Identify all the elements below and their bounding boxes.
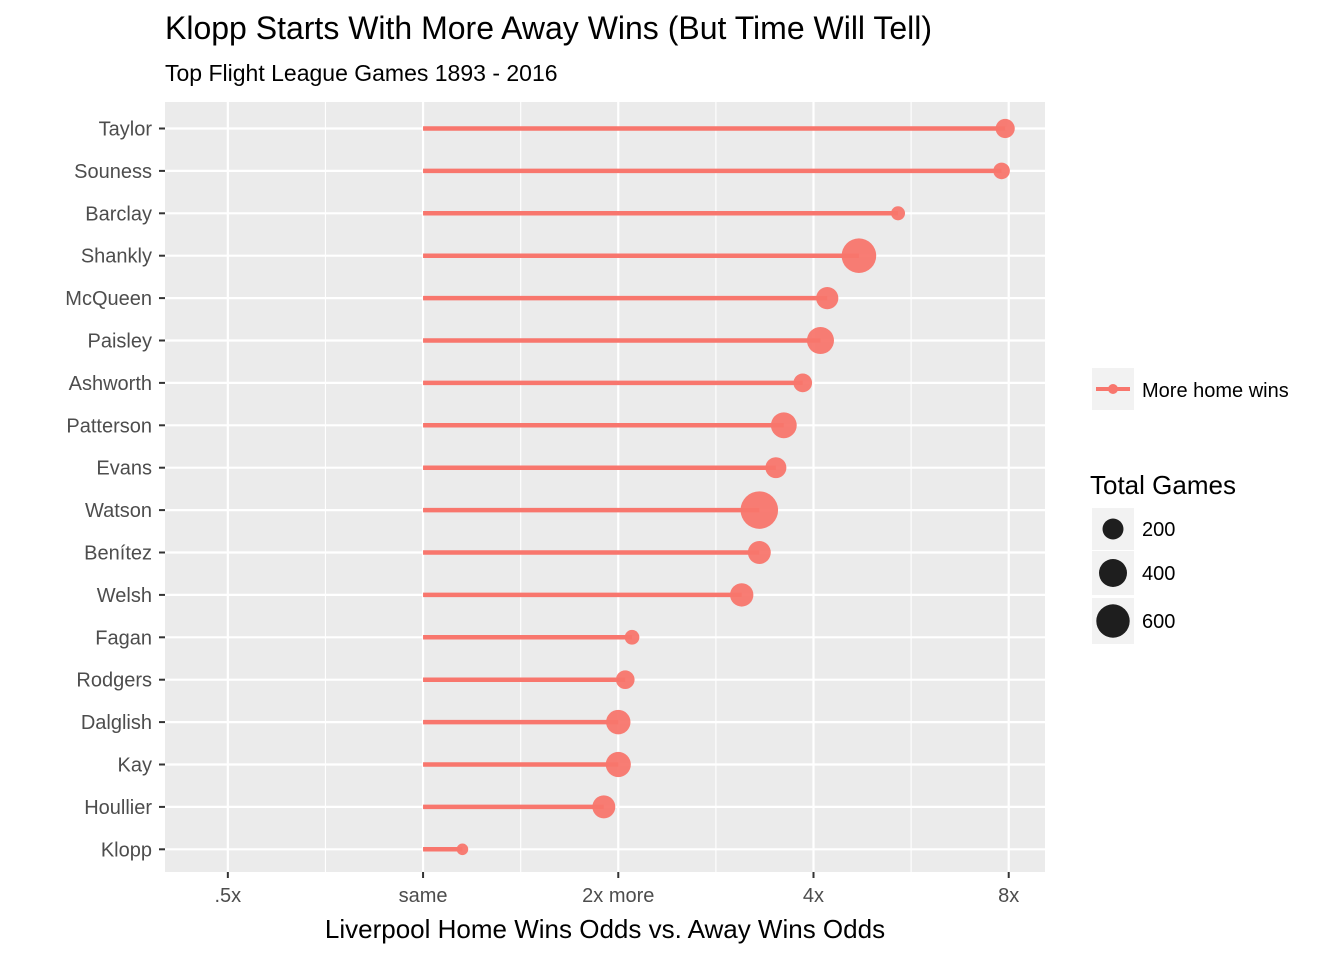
y-tick-label: Dalglish — [81, 712, 152, 734]
lollipop-point — [841, 238, 877, 273]
lollipop-point — [624, 629, 640, 645]
lollipop-point — [993, 162, 1010, 180]
lollipop-point — [816, 287, 839, 310]
plot-panel — [165, 102, 1045, 872]
y-tick-label: Klopp — [101, 839, 152, 861]
lollipop-point — [592, 795, 616, 819]
x-tick-label: 8x — [998, 885, 1019, 907]
y-tick-label: Souness — [74, 161, 152, 183]
x-axis: .5x same 2x more 4x 8x — [215, 872, 1019, 907]
lollipop-point — [890, 206, 906, 221]
y-tick-label: Evans — [96, 458, 152, 480]
x-tick-label: 2x more — [582, 885, 654, 907]
x-axis-title: Liverpool Home Wins Odds vs. Away Wins O… — [325, 914, 885, 944]
lollipop-point — [770, 412, 797, 439]
lollipop-point — [606, 709, 631, 735]
size-legend-label: 200 — [1142, 519, 1175, 541]
y-tick-label: Barclay — [85, 203, 152, 225]
size-legend-label: 600 — [1142, 611, 1175, 633]
y-tick-label: Fagan — [95, 627, 152, 649]
lollipop-point — [765, 457, 787, 479]
size-legend: Total Games 200 400 600 — [1090, 470, 1236, 644]
size-legend-circle — [1096, 604, 1130, 638]
lollipop-point — [995, 118, 1015, 139]
segments-layer — [423, 126, 1006, 852]
y-tick-label: Patterson — [66, 415, 152, 437]
y-tick-label: Watson — [85, 500, 152, 522]
y-tick-label: McQueen — [65, 288, 152, 310]
lollipop-point — [730, 583, 754, 607]
size-legend-label: 400 — [1142, 563, 1175, 585]
x-tick-label: .5x — [215, 885, 242, 907]
y-tick-label: Welsh — [97, 585, 152, 607]
lollipop-point — [793, 373, 813, 393]
y-tick-label: Paisley — [88, 331, 152, 353]
size-legend-title: Total Games — [1090, 470, 1236, 500]
lollipop-point — [605, 751, 631, 778]
y-tick-label: Benítez — [84, 543, 152, 565]
lollipop-point — [740, 491, 779, 529]
y-tick-label: Shankly — [81, 246, 152, 268]
chart-subtitle: Top Flight League Games 1893 - 2016 — [165, 60, 558, 86]
lollipop-point — [806, 326, 834, 355]
y-tick-label: Taylor — [99, 119, 153, 141]
lollipop-point — [456, 843, 469, 856]
y-tick-label: Rodgers — [76, 670, 152, 692]
size-legend-circle — [1102, 518, 1124, 540]
color-legend-dot — [1108, 384, 1118, 394]
color-legend: More home wins — [1092, 368, 1289, 410]
size-legend-circle — [1099, 559, 1127, 587]
lollipop-point — [747, 541, 771, 564]
y-tick-label: Ashworth — [69, 373, 152, 395]
chart-title: Klopp Starts With More Away Wins (But Ti… — [165, 10, 933, 46]
y-tick-label: Kay — [118, 755, 152, 777]
color-legend-label: More home wins — [1142, 380, 1289, 402]
x-tick-label: same — [399, 885, 448, 907]
y-axis: Taylor Souness Barclay Shankly McQueen Paisle… — [65, 119, 165, 861]
x-tick-label: 4x — [803, 885, 824, 907]
y-tick-label: Houllier — [84, 797, 152, 819]
points-layer — [456, 118, 1015, 856]
lollipop-point — [615, 670, 635, 690]
